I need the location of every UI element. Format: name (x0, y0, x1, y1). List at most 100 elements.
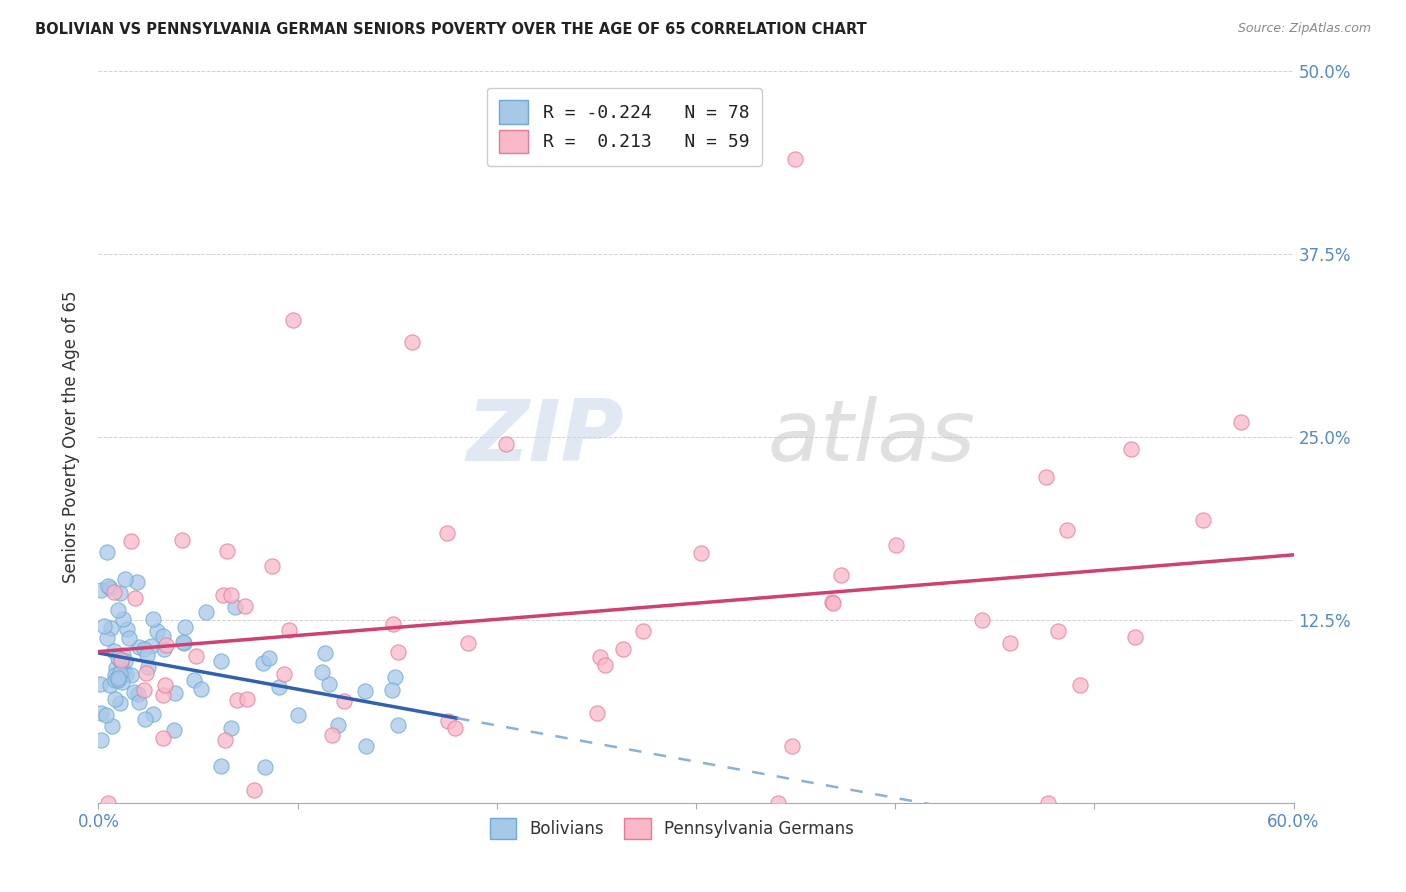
Point (1056, 523, 1078, 537)
Point (457, 636, 479, 650)
Point (224, 599, 246, 614)
Point (132, 642, 155, 657)
Point (103, 644, 125, 658)
Point (107, 651, 129, 665)
Point (152, 629, 174, 643)
Point (112, 663, 135, 677)
Point (110, 666, 132, 681)
Point (111, 612, 134, 626)
Point (103, 585, 125, 599)
Point (381, 682, 404, 697)
Point (1123, 630, 1146, 644)
Point (162, 723, 184, 738)
Point (387, 718, 409, 732)
Text: Source: ZipAtlas.com: Source: ZipAtlas.com (1237, 22, 1371, 36)
Point (214, 733, 236, 747)
Point (173, 636, 195, 650)
Point (1036, 796, 1059, 810)
Point (226, 693, 249, 707)
Point (173, 620, 195, 634)
Point (152, 688, 174, 702)
Point (783, 152, 806, 166)
Point (118, 631, 141, 645)
Point (132, 683, 155, 698)
Point (287, 707, 309, 722)
Point (183, 673, 205, 687)
Point (142, 706, 165, 721)
Point (108, 586, 131, 600)
Point (155, 638, 177, 652)
Point (437, 714, 460, 729)
Point (114, 654, 136, 668)
Point (219, 722, 242, 736)
Point (1121, 442, 1143, 456)
Point (1035, 470, 1057, 484)
Point (135, 648, 157, 662)
Point (384, 670, 406, 684)
Point (211, 588, 233, 602)
Point (382, 617, 405, 632)
Point (830, 568, 852, 582)
Point (96, 545, 118, 559)
Point (217, 543, 239, 558)
Point (96, 632, 118, 646)
Point (110, 656, 132, 670)
Text: ZIP: ZIP (467, 395, 624, 479)
Point (321, 728, 343, 742)
Point (115, 666, 138, 681)
Point (107, 603, 129, 617)
Point (277, 623, 299, 637)
Point (273, 667, 295, 681)
Point (115, 623, 138, 637)
Point (104, 692, 127, 706)
Point (766, 796, 789, 810)
Point (233, 599, 256, 614)
Point (436, 525, 458, 540)
Point (134, 712, 156, 726)
Point (252, 656, 274, 670)
Point (194, 605, 217, 619)
Point (821, 595, 844, 609)
Point (281, 313, 304, 327)
Point (97, 579, 120, 593)
Text: atlas: atlas (768, 395, 976, 479)
Point (100, 621, 122, 635)
Point (101, 719, 124, 733)
Point (236, 692, 259, 706)
Point (972, 614, 994, 628)
Point (104, 661, 127, 675)
Point (93, 618, 115, 632)
Point (90, 706, 112, 720)
Point (254, 760, 277, 774)
Legend: Bolivians, Pennsylvania Germans: Bolivians, Pennsylvania Germans (479, 808, 865, 849)
Point (401, 334, 423, 349)
Point (690, 546, 713, 560)
Point (782, 739, 804, 753)
Point (153, 678, 176, 692)
Point (219, 588, 242, 602)
Point (269, 680, 291, 694)
Point (243, 783, 266, 797)
Point (257, 651, 280, 665)
Point (209, 759, 232, 773)
Point (124, 591, 146, 606)
Point (108, 696, 131, 710)
Point (114, 572, 136, 586)
Point (444, 721, 467, 735)
Point (98, 581, 121, 595)
Point (136, 660, 159, 674)
Point (89, 677, 111, 691)
Point (1046, 624, 1069, 639)
Point (998, 636, 1021, 650)
Point (209, 654, 232, 668)
Point (120, 668, 142, 682)
Point (326, 718, 349, 732)
Point (311, 665, 333, 680)
Point (107, 673, 129, 687)
Point (152, 731, 174, 745)
Point (165, 685, 187, 699)
Text: BOLIVIAN VS PENNSYLVANIA GERMAN SENIORS POVERTY OVER THE AGE OF 65 CORRELATION C: BOLIVIAN VS PENNSYLVANIA GERMAN SENIORS … (35, 22, 868, 37)
Point (823, 596, 845, 610)
Point (1229, 416, 1251, 430)
Point (353, 684, 375, 698)
